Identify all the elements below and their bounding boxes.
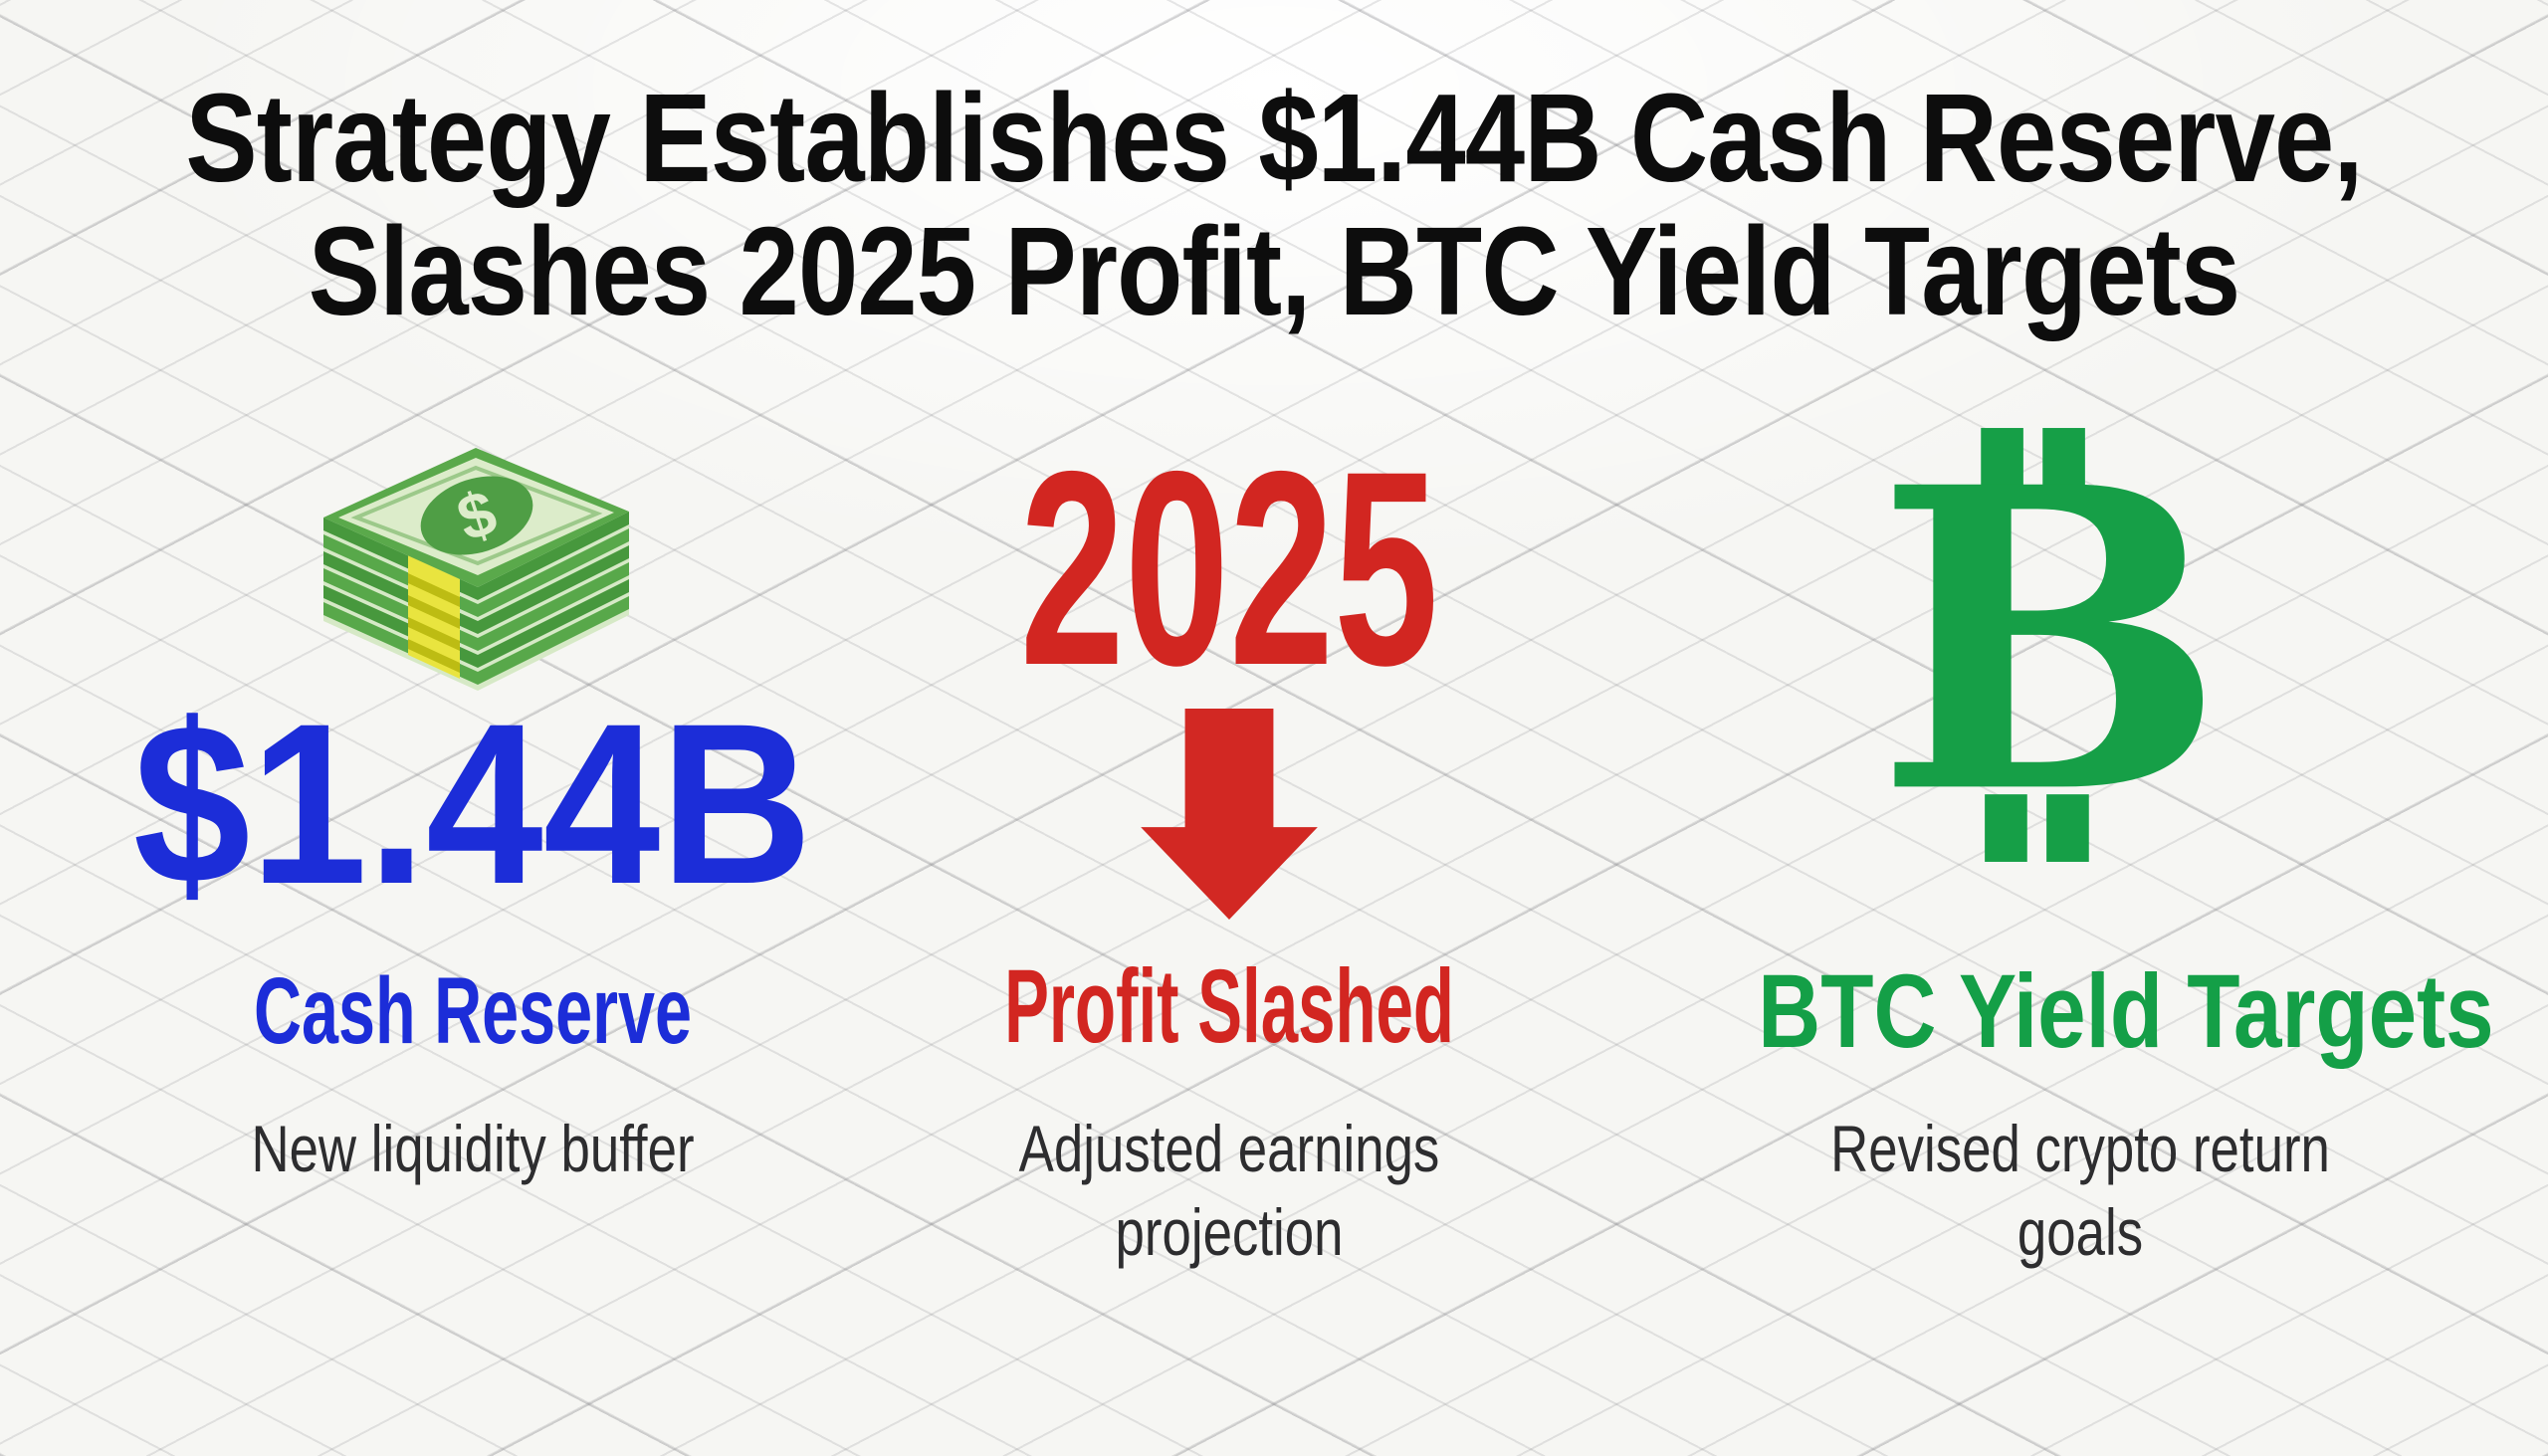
year-2025: 2025	[1019, 413, 1439, 723]
page-title: Strategy Establishes $1.44B Cash Reserve…	[178, 72, 2370, 338]
bitcoin-icon: B	[1875, 398, 2226, 885]
money-stack-icon: $	[309, 436, 637, 691]
cash-reserve-description: New liquidity buffer	[251, 1112, 695, 1185]
title-line-2: Slashes 2025 Profit, BTC Yield Targets	[308, 201, 2240, 341]
bitcoin-letter: B	[1875, 398, 2226, 885]
btc-yield-column: B BTC Yield Targets Revised crypto retur…	[1692, 0, 2494, 1456]
cash-reserve-column: $ $1.44B Cash Reserve New liquidity buff…	[85, 0, 861, 1456]
down-arrow-icon	[1141, 709, 1318, 920]
profit-slashed-column: 2025 Profit Slashed Adjusted earnings pr…	[841, 0, 1617, 1456]
btc-yield-description: Revised crypto return goals	[1830, 1112, 2330, 1269]
btc-yield-label: BTC Yield Targets	[1758, 953, 2494, 1070]
title-line-1: Strategy Establishes $1.44B Cash Reserve…	[185, 68, 2363, 208]
bill-seal-circle	[420, 476, 533, 555]
profit-slashed-description: Adjusted earnings projection	[1018, 1112, 1440, 1269]
cash-reserve-label: Cash Reserve	[254, 958, 692, 1064]
profit-slashed-label: Profit Slashed	[1004, 948, 1454, 1065]
cash-reserve-amount: $1.44B	[132, 676, 813, 932]
